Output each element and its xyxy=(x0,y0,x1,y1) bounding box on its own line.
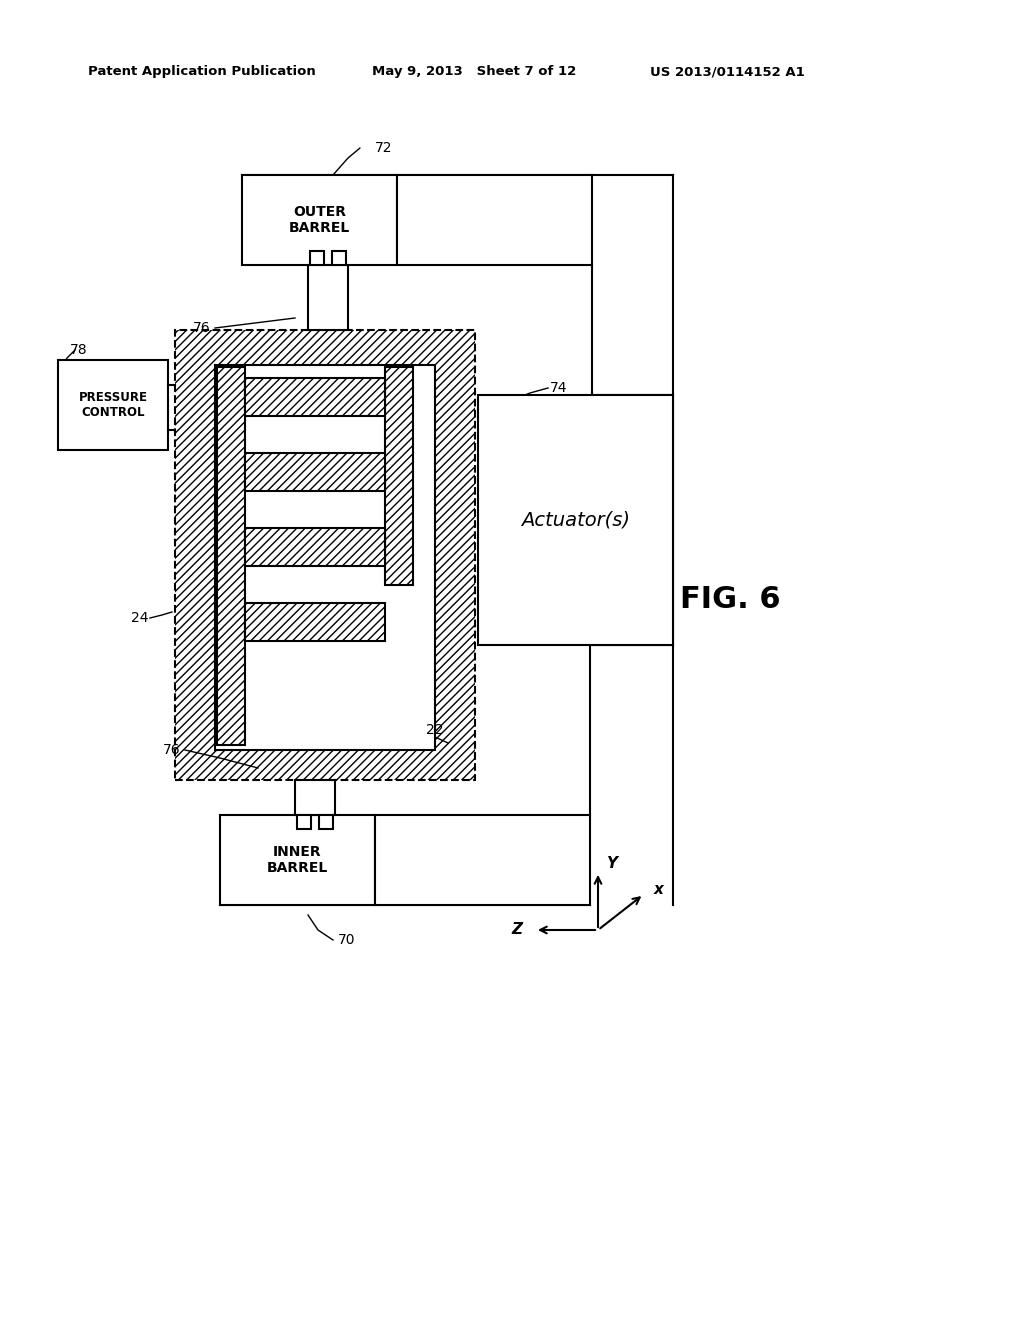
Bar xyxy=(245,528,385,566)
Text: 24: 24 xyxy=(130,611,148,624)
Bar xyxy=(242,176,397,265)
Bar xyxy=(245,453,385,491)
Text: 74: 74 xyxy=(550,381,567,395)
Text: US 2013/0114152 A1: US 2013/0114152 A1 xyxy=(650,66,805,78)
Bar xyxy=(478,395,673,645)
Bar xyxy=(375,814,590,906)
Text: OUTER
BARREL: OUTER BARREL xyxy=(289,205,350,235)
Text: Z: Z xyxy=(511,923,522,937)
Bar xyxy=(175,330,475,780)
Bar xyxy=(385,367,413,585)
Text: INNER
BARREL: INNER BARREL xyxy=(267,845,328,875)
Bar xyxy=(310,251,324,265)
Text: 22: 22 xyxy=(426,723,443,737)
Text: x: x xyxy=(653,882,664,896)
Text: May 9, 2013   Sheet 7 of 12: May 9, 2013 Sheet 7 of 12 xyxy=(372,66,577,78)
Bar xyxy=(297,814,311,829)
Bar xyxy=(397,176,592,265)
Text: PRESSURE
CONTROL: PRESSURE CONTROL xyxy=(79,391,147,418)
Bar xyxy=(215,366,435,750)
Text: Patent Application Publication: Patent Application Publication xyxy=(88,66,315,78)
Bar xyxy=(332,251,346,265)
Text: Y: Y xyxy=(606,857,617,871)
Text: 72: 72 xyxy=(375,141,392,154)
Text: Actuator(s): Actuator(s) xyxy=(521,511,630,529)
Text: FIG. 6: FIG. 6 xyxy=(680,586,780,615)
Bar xyxy=(245,603,385,642)
Text: 78: 78 xyxy=(70,343,88,356)
Bar xyxy=(220,814,375,906)
Bar xyxy=(295,780,335,814)
Bar xyxy=(58,360,168,450)
Bar xyxy=(319,814,333,829)
Bar xyxy=(245,378,385,416)
Text: 76: 76 xyxy=(193,321,210,335)
Bar xyxy=(217,367,245,744)
Bar xyxy=(308,265,348,330)
Text: 76: 76 xyxy=(163,743,180,756)
Text: 70: 70 xyxy=(338,933,355,946)
